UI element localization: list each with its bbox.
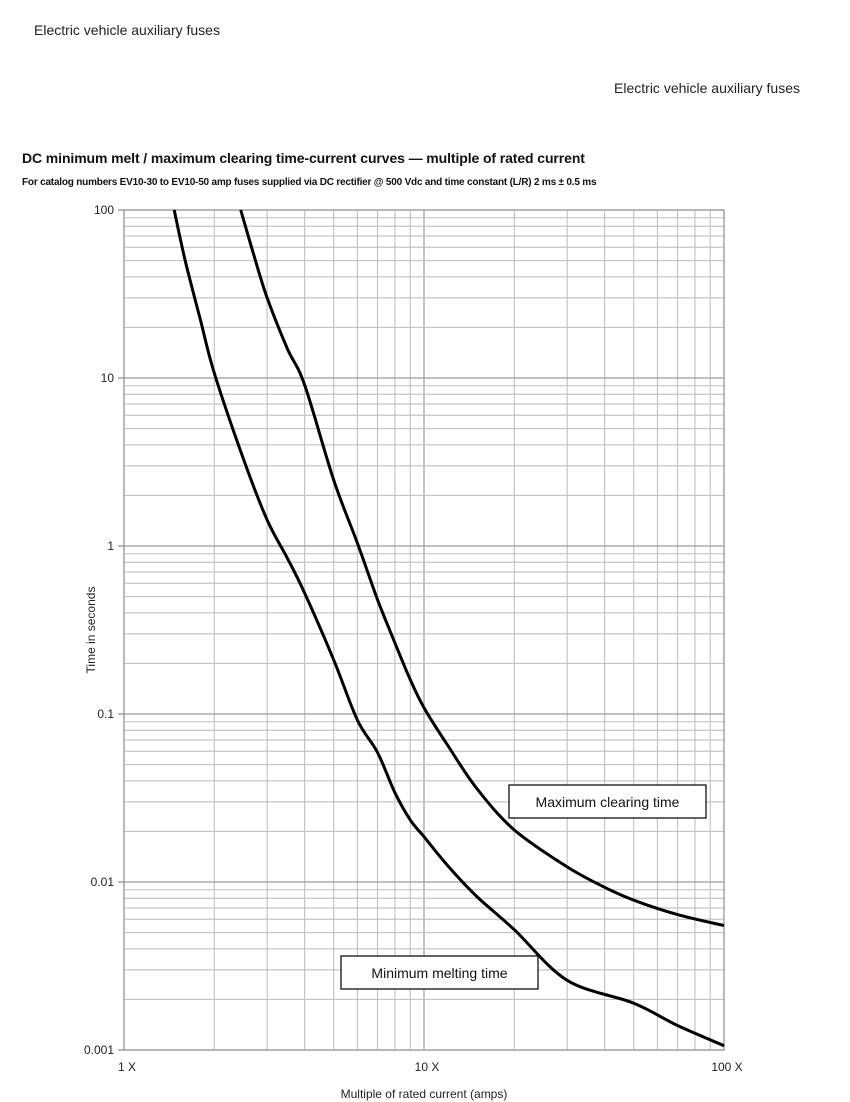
plot-border <box>123 209 725 1051</box>
label-text: Minimum melting time <box>371 965 507 981</box>
x-tick-label: 10 X <box>415 1060 440 1074</box>
y-tick-label: 0.001 <box>84 1043 114 1057</box>
curve-labels: Minimum melting time Maximum clearing tim… <box>340 784 707 990</box>
maximum-clearing-label: Maximum clearing time <box>508 784 707 819</box>
minimum-melting-label: Minimum melting time <box>340 955 539 990</box>
y-tick-label: 0.1 <box>97 707 114 721</box>
y-tick-label: 0.01 <box>91 875 115 889</box>
x-tick-label: 1 X <box>118 1060 136 1074</box>
running-header-left: Electric vehicle auxiliary fuses <box>34 22 220 38</box>
y-tick-label: 1 <box>107 539 114 553</box>
y-axis-label: Time in seconds <box>84 587 98 674</box>
maximum-clearing-curve <box>239 209 725 928</box>
chart-title: DC minimum melt / maximum clearing time-… <box>22 150 585 166</box>
chart-subtitle: For catalog numbers EV10-30 to EV10-50 a… <box>22 177 597 188</box>
plot-frame <box>123 209 725 1051</box>
x-tick-labels: 1 X 10 X 100 X <box>118 1060 743 1074</box>
curves <box>172 209 725 1048</box>
grid-lines <box>123 209 725 1051</box>
x-tick-label: 100 X <box>711 1060 742 1074</box>
x-axis-label: Multiple of rated current (amps) <box>341 1087 508 1101</box>
running-header-right: Electric vehicle auxiliary fuses <box>614 80 800 96</box>
label-box <box>340 955 539 990</box>
y-tick-labels: 100 10 1 0.1 0.01 0.001 <box>84 203 124 1057</box>
label-box <box>508 784 707 819</box>
y-tick-label: 10 <box>101 371 115 385</box>
label-text: Maximum clearing time <box>536 794 680 810</box>
y-tick-label: 100 <box>94 203 114 217</box>
minimum-melting-curve <box>172 209 725 1048</box>
